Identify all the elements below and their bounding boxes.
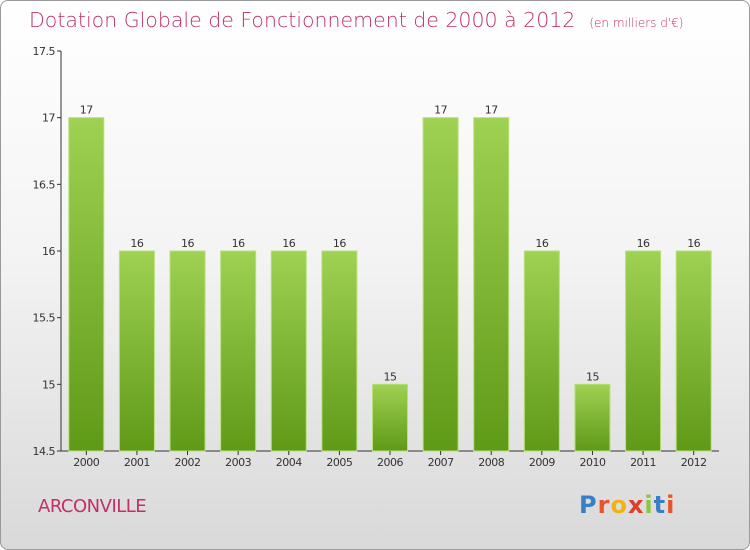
x-tick-label: 2002 <box>175 456 201 469</box>
x-tick-label: 2008 <box>478 456 504 469</box>
logo-letter: i <box>644 491 654 519</box>
y-tick-label: 17 <box>42 112 55 125</box>
bar <box>574 383 611 452</box>
y-tick-label: 16 <box>42 245 55 258</box>
bar <box>270 250 307 452</box>
bar <box>675 250 712 452</box>
logo-letter: t <box>653 491 667 519</box>
bar-value-label: 17 <box>80 104 93 117</box>
bar-value-label: 16 <box>333 237 346 250</box>
y-tick-label: 17.5 <box>33 45 56 58</box>
x-tick-label: 2004 <box>276 456 302 469</box>
logo-letter: x <box>627 491 645 519</box>
bar <box>321 250 358 452</box>
bar-value-label: 16 <box>637 237 650 250</box>
bar <box>220 250 257 452</box>
bar-value-label: 16 <box>535 237 548 250</box>
bar-value-label: 16 <box>130 237 143 250</box>
x-tick-label: 2005 <box>326 456 352 469</box>
x-tick-label: 2006 <box>377 456 403 469</box>
x-tick-label: 2009 <box>529 456 555 469</box>
unit-note: (en milliers d'€) <box>589 16 684 30</box>
x-tick-label: 2001 <box>124 456 150 469</box>
bar-value-label: 17 <box>485 104 498 117</box>
y-tick-label: 15 <box>42 378 55 391</box>
commune-name: ARCONVILLE <box>38 496 147 517</box>
y-tick-label: 16.5 <box>33 178 56 191</box>
x-tick-label: 2010 <box>579 456 605 469</box>
x-tick-label: 2003 <box>225 456 251 469</box>
bar-value-label: 16 <box>687 237 700 250</box>
bar-value-label: 15 <box>384 370 397 383</box>
logo-letter: r <box>597 491 611 519</box>
bar <box>473 117 510 452</box>
bar <box>118 250 155 452</box>
x-tick-label: 2007 <box>428 456 454 469</box>
logo-letter: i <box>666 491 676 519</box>
bar-value-label: 16 <box>282 237 295 250</box>
bar <box>625 250 662 452</box>
bar <box>169 250 206 452</box>
x-tick-label: 2011 <box>630 456 656 469</box>
y-tick-label: 14.5 <box>33 445 56 458</box>
bar <box>68 117 105 452</box>
bar <box>523 250 560 452</box>
bar-value-label: 16 <box>232 237 245 250</box>
x-tick-label: 2012 <box>681 456 707 469</box>
logo-letter: o <box>610 491 628 519</box>
x-tick-label: 2000 <box>73 456 99 469</box>
y-tick-label: 15.5 <box>33 312 56 325</box>
chart-title: Dotation Globale de Fonctionnement de 20… <box>29 8 576 32</box>
bar-value-label: 16 <box>181 237 194 250</box>
bar-value-label: 17 <box>434 104 447 117</box>
bar-value-label: 15 <box>586 370 599 383</box>
proxiti-logo[interactable]: Proxiti <box>579 491 675 519</box>
logo-letter: P <box>579 491 598 519</box>
chart-title-block: Dotation Globale de Fonctionnement de 20… <box>29 8 683 32</box>
bar <box>422 117 459 452</box>
bar <box>372 383 408 452</box>
